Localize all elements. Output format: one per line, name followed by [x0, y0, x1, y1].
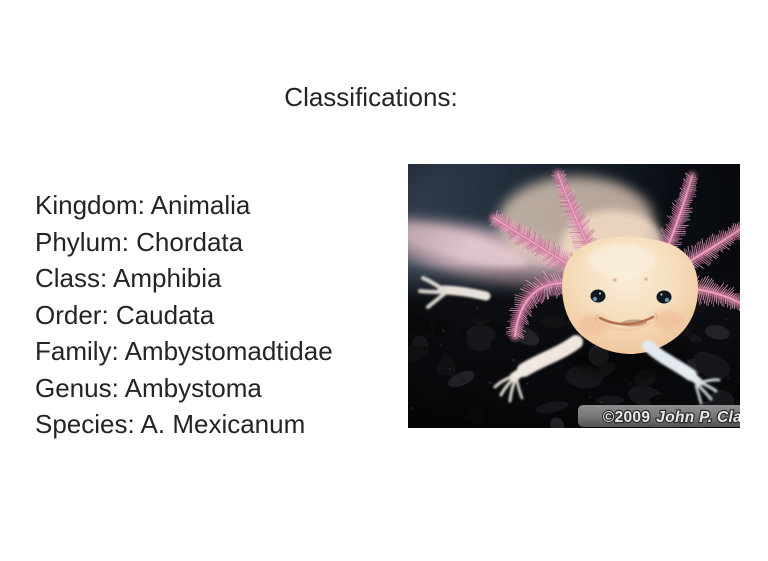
- axolotl-photo-svg: ©2009 John P. Cla: [408, 164, 740, 428]
- classification-row-species: Species: A. Mexicanum: [35, 406, 333, 443]
- rank-label: Kingdom:: [35, 190, 145, 220]
- rank-label: Order:: [35, 299, 109, 330]
- rank-value: Amphibia: [113, 263, 222, 293]
- rank-value: Chordata: [136, 226, 244, 257]
- axolotl-photo: ©2009 John P. Cla: [408, 164, 740, 428]
- rank-value: Ambystoma: [124, 372, 262, 403]
- rank-value: Animalia: [150, 190, 251, 220]
- credit-year: ©2009: [603, 409, 650, 426]
- credit-name: John P. Cla: [656, 409, 740, 426]
- rank-label: Family:: [35, 336, 119, 366]
- photo-credit: ©2009 John P. Cla: [578, 405, 740, 427]
- credit-text: ©2009 John P. Cla: [603, 409, 740, 426]
- rank-value: Caudata: [115, 299, 215, 330]
- classification-row-kingdom: Kingdom: Animalia: [35, 187, 333, 224]
- credit-bar: [578, 405, 740, 427]
- rank-value: A. Mexicanum: [140, 409, 306, 439]
- rank-label: Class:: [35, 263, 108, 293]
- rank-label: Species:: [35, 409, 135, 439]
- classification-row-genus: Genus: Ambystoma: [35, 370, 333, 407]
- rank-label: Genus:: [35, 372, 119, 403]
- classification-row-phylum: Phylum: Chordata: [35, 224, 333, 261]
- classification-list: Kingdom: Animalia Phylum: Chordata Class…: [35, 187, 333, 443]
- classification-row-class: Class: Amphibia: [35, 260, 333, 297]
- classification-row-order: Order: Caudata: [35, 297, 333, 334]
- rank-value: Ambystomadtidae: [124, 336, 333, 366]
- slide-title: Classifications:: [284, 82, 458, 112]
- rank-label: Phylum:: [35, 226, 129, 257]
- classification-row-family: Family: Ambystomadtidae: [35, 333, 333, 370]
- vignette: [408, 164, 740, 428]
